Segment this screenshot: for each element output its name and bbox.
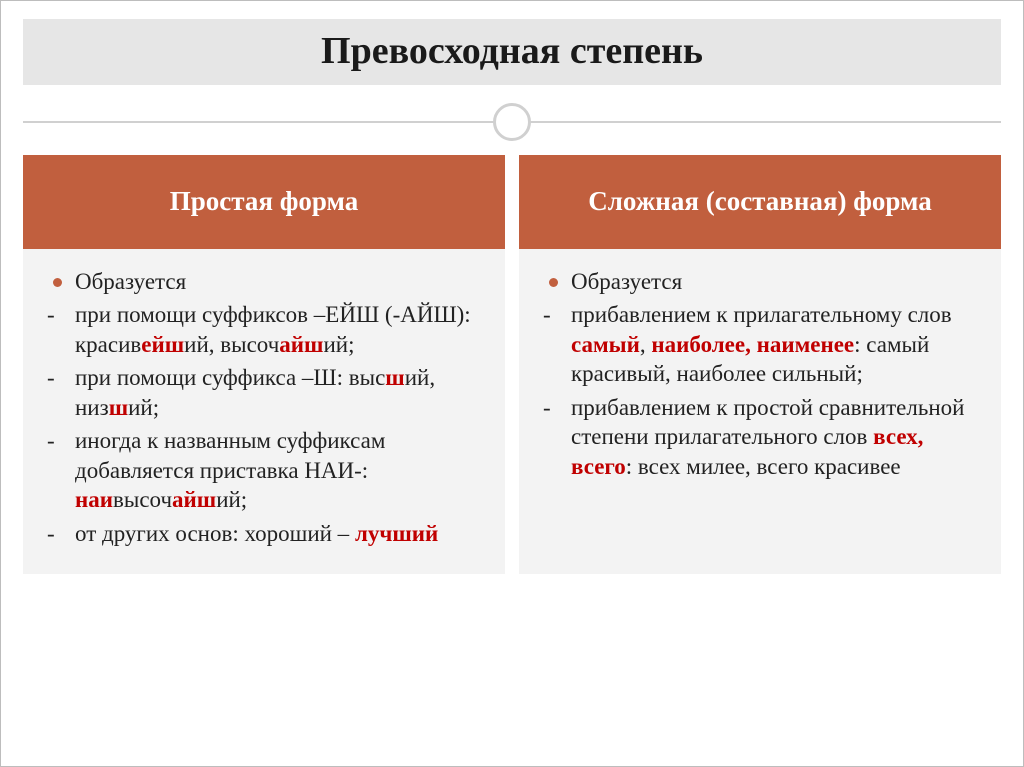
left-column-body: Образуется при помощи суффиксов –ЕЙШ (-АЙ… — [23, 249, 505, 574]
text-segment: прибавлением к прилагательному слов — [571, 302, 952, 327]
text-segment: ий; — [323, 332, 354, 357]
text-segment: , — [640, 332, 652, 357]
text-segment: ш — [385, 365, 404, 390]
text-segment: от других основ: хороший – — [75, 521, 355, 546]
title-bar: Превосходная степень — [23, 19, 1001, 85]
list-item: от других основ: хороший – лучший — [47, 519, 481, 548]
text-segment: ейш — [141, 332, 184, 357]
connector — [1, 85, 1023, 155]
connector-circle — [493, 103, 531, 141]
text-segment: ш — [109, 395, 128, 420]
text-segment: Образуется — [571, 269, 682, 294]
slide: Превосходная степень Простая форма Образ… — [0, 0, 1024, 767]
text-segment: при помощи суффикса –Ш: выс — [75, 365, 385, 390]
list-item: при помощи суффиксов –ЕЙШ (-АЙШ): красив… — [47, 300, 481, 359]
right-column: Сложная (составная) форма Образуется приб… — [519, 155, 1001, 574]
left-list: Образуется при помощи суффиксов –ЕЙШ (-АЙ… — [47, 267, 481, 548]
list-item: Образуется — [47, 267, 481, 296]
list-item: при помощи суффикса –Ш: высший, низший; — [47, 363, 481, 422]
text-segment: айш — [172, 487, 216, 512]
list-item: Образуется — [543, 267, 977, 296]
text-segment: ий; — [128, 395, 159, 420]
text-segment: лучший — [355, 521, 438, 546]
text-segment: высоч — [113, 487, 172, 512]
list-item: прибавлением к прилагательному слов самы… — [543, 300, 977, 388]
slide-title: Превосходная степень — [23, 29, 1001, 73]
text-segment: наиболее, наименее — [651, 332, 854, 357]
text-segment: Образуется — [75, 269, 186, 294]
text-segment: наи — [75, 487, 113, 512]
right-column-header: Сложная (составная) форма — [519, 155, 1001, 249]
text-segment: ий, высоч — [184, 332, 279, 357]
columns: Простая форма Образуется при помощи суффи… — [1, 155, 1023, 574]
text-segment: иногда к названным суффиксам добавляется… — [75, 428, 385, 482]
left-column-header: Простая форма — [23, 155, 505, 249]
text-segment: самый — [571, 332, 640, 357]
list-item: иногда к названным суффиксам добавляется… — [47, 426, 481, 514]
left-column: Простая форма Образуется при помощи суффи… — [23, 155, 505, 574]
text-segment: : всех милее, всего красивее — [626, 454, 901, 479]
right-column-body: Образуется прибавлением к прилагательному… — [519, 249, 1001, 574]
text-segment: айш — [279, 332, 323, 357]
right-list: Образуется прибавлением к прилагательному… — [543, 267, 977, 481]
list-item: прибавлением к простой сравнительной сте… — [543, 393, 977, 481]
text-segment: ий; — [216, 487, 247, 512]
